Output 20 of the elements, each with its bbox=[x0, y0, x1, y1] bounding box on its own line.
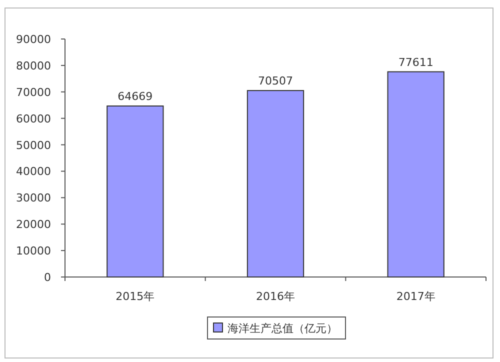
y-tick-label: 70000 bbox=[16, 86, 51, 99]
x-tick-label: 2015年 bbox=[116, 290, 155, 303]
x-tick-label: 2016年 bbox=[256, 290, 295, 303]
data-label: 70507 bbox=[258, 74, 293, 88]
bar bbox=[387, 71, 444, 278]
y-tick-label: 20000 bbox=[16, 218, 51, 232]
y-tick-label: 60000 bbox=[16, 112, 51, 126]
y-tick-label: 30000 bbox=[16, 192, 51, 205]
data-label: 77611 bbox=[398, 56, 434, 69]
x-tick-label: 2017年 bbox=[396, 290, 436, 303]
y-tick-label: 0 bbox=[44, 271, 51, 284]
legend-label: 海洋生产总值（亿元） bbox=[228, 322, 338, 335]
data-label: 64669 bbox=[118, 90, 153, 103]
y-tick-label: 80000 bbox=[16, 59, 51, 72]
bar bbox=[246, 90, 304, 278]
y-tick-label: 40000 bbox=[16, 165, 51, 178]
y-tick-label: 90000 bbox=[16, 33, 51, 46]
y-tick-label: 50000 bbox=[16, 138, 51, 152]
bar bbox=[106, 105, 164, 278]
y-tick-label: 10000 bbox=[16, 244, 51, 258]
